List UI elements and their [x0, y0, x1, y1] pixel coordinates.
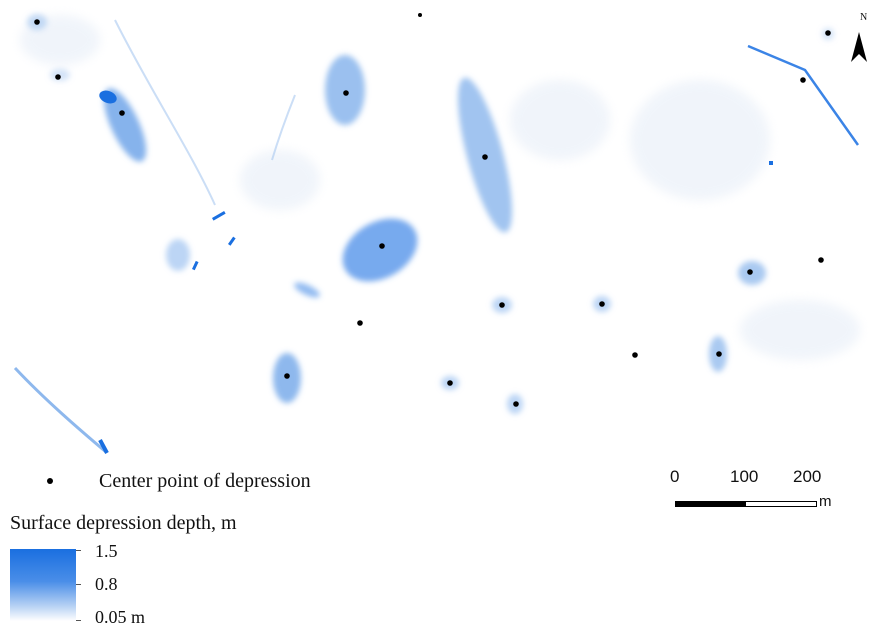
center-point-symbol: [47, 478, 53, 484]
north-arrow-icon: [851, 32, 867, 62]
linear-features: [13, 19, 860, 454]
center-point: [599, 301, 605, 307]
scale-label-0: 0: [670, 467, 680, 486]
depression-area: [294, 282, 320, 298]
scale-segment-white: [745, 501, 817, 507]
center-points: [34, 13, 831, 407]
ramp-label-max: 1.5: [95, 541, 118, 561]
center-point: [119, 110, 125, 116]
depression-area: [325, 55, 365, 125]
center-point: [747, 269, 753, 275]
center-point: [800, 77, 806, 83]
center-point: [379, 243, 385, 249]
ramp-label-mid: 0.8: [95, 574, 118, 594]
center-point: [818, 257, 824, 263]
deep-spots: [99, 90, 773, 271]
legend-point-entry: Center point of depression: [40, 468, 311, 494]
ramp-label-min: 0.05 m: [95, 607, 146, 627]
background-texture: [20, 15, 860, 360]
center-point: [55, 74, 61, 80]
depression-area: [103, 88, 147, 162]
center-point: [632, 352, 638, 358]
legend-point-label: Center point of depression: [99, 469, 311, 492]
center-point: [357, 320, 363, 326]
center-point: [447, 380, 453, 386]
center-point: [284, 373, 290, 379]
scale-bar: 0 100 200 m: [670, 467, 848, 517]
center-point: [482, 154, 488, 160]
depression-area: [342, 218, 418, 282]
ramp-tick: [76, 584, 81, 585]
center-point: [513, 401, 519, 407]
center-point: [499, 302, 505, 308]
depth-color-ramp: [10, 549, 76, 621]
scale-label-200: 200: [793, 467, 822, 486]
scale-segment-black: [675, 501, 745, 507]
depression-area: [50, 69, 70, 81]
center-point: [716, 351, 722, 357]
scale-unit: m: [819, 493, 832, 510]
scale-label-100: 100: [730, 467, 759, 486]
north-label: N: [860, 12, 868, 23]
center-point: [34, 19, 40, 25]
legend-depth-title: Surface depression depth, m: [10, 512, 237, 534]
center-point: [418, 13, 422, 17]
ramp-tick: [76, 620, 81, 621]
depression-areas: [27, 14, 834, 414]
center-point: [825, 30, 831, 36]
depression-map: [13, 13, 860, 454]
ramp-tick: [76, 550, 81, 551]
center-point: [343, 90, 349, 96]
depression-area: [166, 239, 190, 271]
